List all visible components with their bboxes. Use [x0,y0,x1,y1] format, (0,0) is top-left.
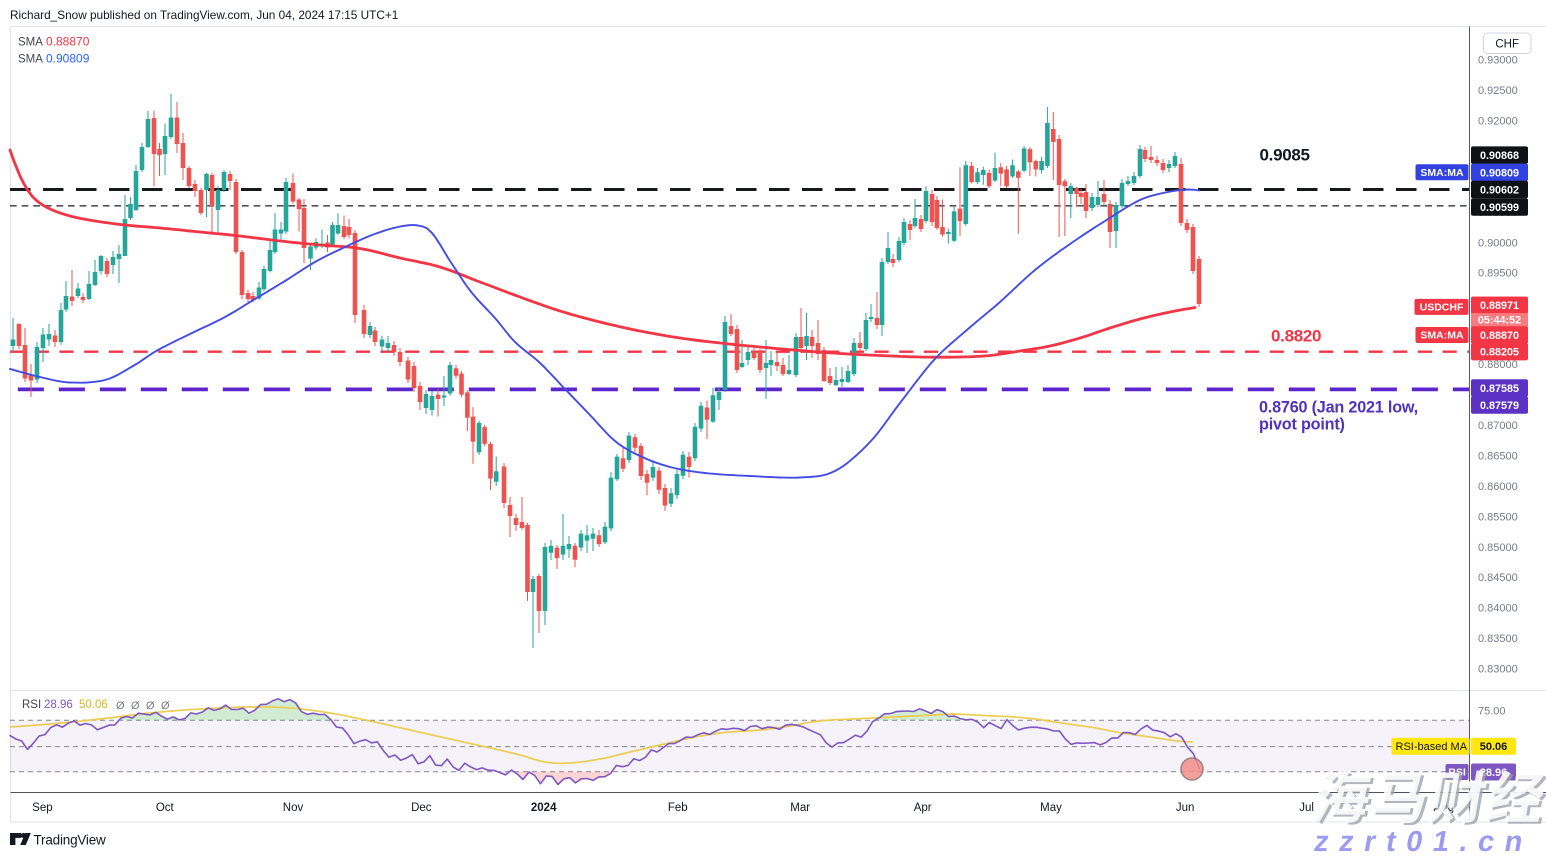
svg-text:0.90809: 0.90809 [1480,167,1519,179]
svg-text:50.06: 50.06 [79,699,108,711]
svg-text:2024: 2024 [531,802,557,814]
svg-text:RSI-based MA: RSI-based MA [1396,741,1468,753]
svg-text:Jun: Jun [1176,802,1195,814]
svg-text:May: May [1040,802,1062,814]
svg-text:Feb: Feb [668,802,688,814]
svg-text:RSI: RSI [22,699,41,711]
svg-text:75.00: 75.00 [1478,706,1506,718]
svg-text:Ø: Ø [161,700,170,712]
svg-text:0.87579: 0.87579 [1480,400,1519,412]
svg-text:28.96: 28.96 [1480,767,1508,779]
svg-text:0.85000: 0.85000 [1478,542,1518,554]
svg-text:0.88870: 0.88870 [1480,330,1519,342]
svg-text:Ø: Ø [146,700,155,712]
svg-text:Nov: Nov [283,802,304,814]
svg-text:50.06: 50.06 [1480,741,1508,753]
svg-text:USDCHF: USDCHF [1420,301,1464,313]
svg-text:Ø: Ø [116,700,125,712]
svg-text:Ø: Ø [131,700,140,712]
svg-text:pivot point): pivot point) [1259,416,1345,434]
svg-text:0.83500: 0.83500 [1478,633,1518,645]
svg-text:Jul: Jul [1299,802,1314,814]
svg-text:SMA:MA: SMA:MA [1420,330,1464,342]
svg-text:0.88205: 0.88205 [1480,347,1519,359]
svg-text:05:44:52: 05:44:52 [1478,315,1521,327]
svg-text:0.90602: 0.90602 [1480,185,1519,197]
svg-text:0.90000: 0.90000 [1478,237,1518,249]
svg-text:0.88000: 0.88000 [1478,359,1518,371]
svg-text:0.85500: 0.85500 [1478,511,1518,523]
svg-text:0.89500: 0.89500 [1478,268,1518,280]
svg-text:0.84000: 0.84000 [1478,603,1518,615]
svg-text:TradingView: TradingView [34,833,107,848]
svg-text:0.88870: 0.88870 [46,35,90,49]
svg-text:0.92000: 0.92000 [1478,116,1518,128]
svg-text:0.87585: 0.87585 [1480,383,1519,395]
svg-text:0.83000: 0.83000 [1478,664,1518,676]
svg-text:SMA:MA: SMA:MA [1420,167,1464,179]
svg-text:Dec: Dec [411,802,432,814]
svg-text:0.86000: 0.86000 [1478,481,1518,493]
svg-text:SMA: SMA [18,54,43,66]
svg-text:0.90809: 0.90809 [46,52,90,66]
svg-text:0.93000: 0.93000 [1478,55,1518,67]
svg-text:28.96: 28.96 [44,699,73,711]
svg-text:0.90599: 0.90599 [1480,202,1519,214]
svg-text:Apr: Apr [914,802,932,814]
svg-text:0.92500: 0.92500 [1478,85,1518,97]
svg-text:Mar: Mar [790,802,810,814]
svg-text:0.88971: 0.88971 [1480,300,1519,312]
svg-text:Sep: Sep [32,802,52,814]
svg-text:Richard_Snow published on Trad: Richard_Snow published on TradingView.co… [10,8,398,22]
svg-text:0.8820: 0.8820 [1271,327,1321,346]
svg-text:0.86500: 0.86500 [1478,450,1518,462]
svg-text:zzrt01.cn: zzrt01.cn [1312,826,1536,857]
svg-text:SMA: SMA [18,37,43,49]
svg-text:0.8760 (Jan 2021 low,: 0.8760 (Jan 2021 low, [1259,399,1418,417]
svg-text:CHF: CHF [1495,39,1519,51]
svg-text:0.87000: 0.87000 [1478,420,1518,432]
svg-text:0.84500: 0.84500 [1478,572,1518,584]
svg-text:0.90868: 0.90868 [1480,150,1519,162]
svg-text:0.9085: 0.9085 [1260,146,1310,165]
svg-text:Oct: Oct [156,802,175,814]
